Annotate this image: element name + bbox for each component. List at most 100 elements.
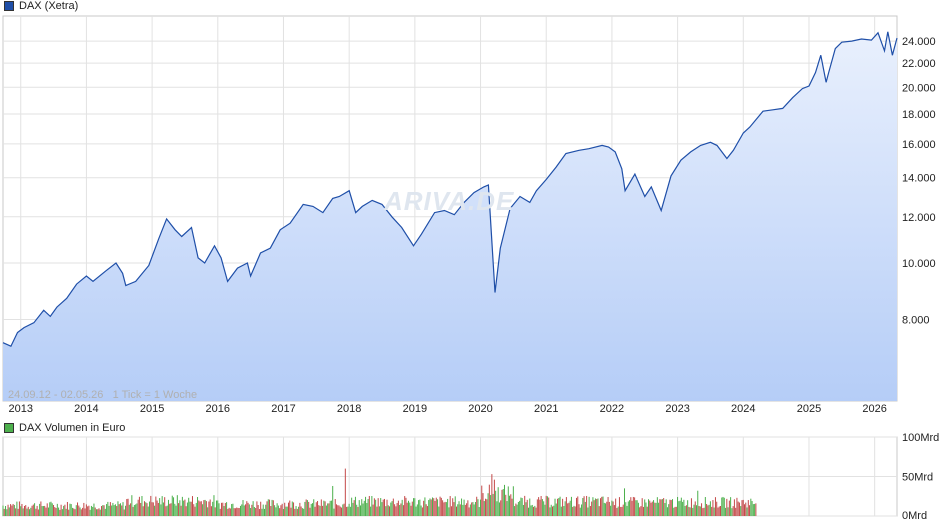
volume-bar bbox=[113, 505, 115, 516]
volume-bar bbox=[607, 497, 609, 516]
volume-bar bbox=[588, 496, 590, 516]
volume-bar bbox=[186, 502, 188, 516]
volume-bar bbox=[55, 508, 57, 516]
volume-bar bbox=[699, 506, 701, 516]
volume-bar bbox=[750, 498, 752, 516]
volume-bar bbox=[300, 506, 302, 516]
volume-bar bbox=[620, 506, 622, 516]
volume-bar bbox=[20, 506, 22, 516]
volume-bar bbox=[266, 501, 268, 516]
volume-bar bbox=[459, 504, 461, 516]
volume-bar bbox=[722, 496, 724, 516]
x-tick-label: 2024 bbox=[731, 403, 755, 415]
volume-bar bbox=[261, 508, 263, 516]
volume-bar bbox=[223, 506, 225, 516]
volume-bar bbox=[670, 500, 672, 516]
y-tick-label: 24.000 bbox=[902, 36, 936, 48]
volume-bar bbox=[238, 508, 240, 516]
volume-bar bbox=[132, 506, 134, 516]
volume-bar bbox=[305, 499, 307, 516]
volume-bar bbox=[529, 498, 531, 516]
volume-bar bbox=[479, 499, 481, 516]
volume-bar bbox=[664, 502, 666, 516]
volume-bar bbox=[251, 504, 253, 516]
volume-bar bbox=[169, 503, 171, 516]
volume-bar bbox=[178, 503, 180, 516]
volume-bar bbox=[617, 506, 619, 516]
volume-bar bbox=[257, 505, 259, 516]
ariva-watermark: ARIVA.DE bbox=[384, 186, 515, 216]
x-tick-label: 2013 bbox=[8, 403, 32, 415]
volume-bar bbox=[728, 500, 730, 516]
volume-bar bbox=[30, 507, 32, 516]
volume-bar bbox=[517, 502, 519, 516]
volume-bar bbox=[399, 505, 401, 516]
volume-bar bbox=[626, 505, 628, 516]
volume-bar bbox=[697, 490, 699, 516]
volume-bar bbox=[272, 500, 274, 516]
volume-bar bbox=[599, 498, 602, 516]
volume-bar bbox=[389, 506, 391, 516]
volume-bar bbox=[118, 504, 120, 516]
volume-bar bbox=[407, 500, 409, 516]
volume-bar bbox=[325, 505, 327, 516]
volume-bar bbox=[290, 507, 292, 516]
volume-bar bbox=[440, 497, 442, 516]
volume-bar bbox=[324, 501, 326, 516]
volume-bar bbox=[327, 503, 329, 516]
volume-bar bbox=[503, 484, 506, 516]
volume-bar bbox=[675, 506, 677, 516]
volume-bar bbox=[348, 503, 350, 516]
volume-bar bbox=[693, 504, 695, 516]
volume-bar bbox=[41, 506, 43, 516]
volume-bar bbox=[258, 509, 260, 516]
volume-bar bbox=[731, 508, 733, 516]
volume-bar bbox=[194, 506, 196, 516]
volume-bar bbox=[322, 505, 324, 516]
volume-bar bbox=[11, 505, 13, 516]
volume-bar bbox=[154, 505, 156, 516]
volume-bar bbox=[424, 497, 426, 516]
volume-bar bbox=[54, 507, 56, 516]
volume-bar bbox=[487, 493, 489, 516]
volume-bar bbox=[586, 495, 588, 516]
volume-bar bbox=[349, 506, 351, 516]
volume-bar bbox=[683, 499, 685, 516]
volume-bar bbox=[363, 500, 365, 516]
volume-bar bbox=[483, 501, 485, 516]
volume-bar bbox=[227, 508, 229, 516]
volume-bar bbox=[714, 497, 716, 516]
volume-bar bbox=[602, 496, 604, 516]
volume-bar bbox=[698, 505, 700, 516]
volume-bar bbox=[703, 507, 705, 516]
volume-bar bbox=[173, 497, 175, 516]
volume-bar bbox=[10, 504, 12, 516]
volume-bar bbox=[613, 505, 615, 516]
y-tick-label: 8.000 bbox=[902, 315, 930, 327]
volume-bar bbox=[751, 501, 753, 516]
volume-bar bbox=[303, 508, 305, 516]
volume-bar bbox=[59, 509, 61, 516]
volume-bar bbox=[376, 506, 378, 516]
volume-bar bbox=[497, 487, 499, 516]
volume-bar bbox=[31, 505, 33, 516]
volume-bar bbox=[205, 501, 207, 516]
volume-bar bbox=[234, 508, 236, 516]
volume-bar bbox=[47, 507, 49, 516]
volume-bar bbox=[171, 495, 173, 516]
volume-bar bbox=[162, 502, 164, 516]
volume-bar bbox=[27, 506, 29, 516]
volume-bar bbox=[690, 498, 692, 516]
volume-bar bbox=[18, 501, 20, 516]
volume-bar bbox=[301, 508, 303, 516]
volume-bar bbox=[157, 502, 159, 516]
volume-bar bbox=[98, 508, 100, 516]
volume-bar bbox=[339, 506, 341, 516]
volume-bar bbox=[226, 502, 228, 516]
volume-bar bbox=[39, 503, 41, 516]
volume-bar bbox=[71, 507, 73, 516]
volume-bar bbox=[428, 500, 430, 516]
volume-bar bbox=[752, 504, 754, 516]
volume-bar bbox=[29, 509, 31, 516]
volume-bar bbox=[485, 498, 487, 516]
